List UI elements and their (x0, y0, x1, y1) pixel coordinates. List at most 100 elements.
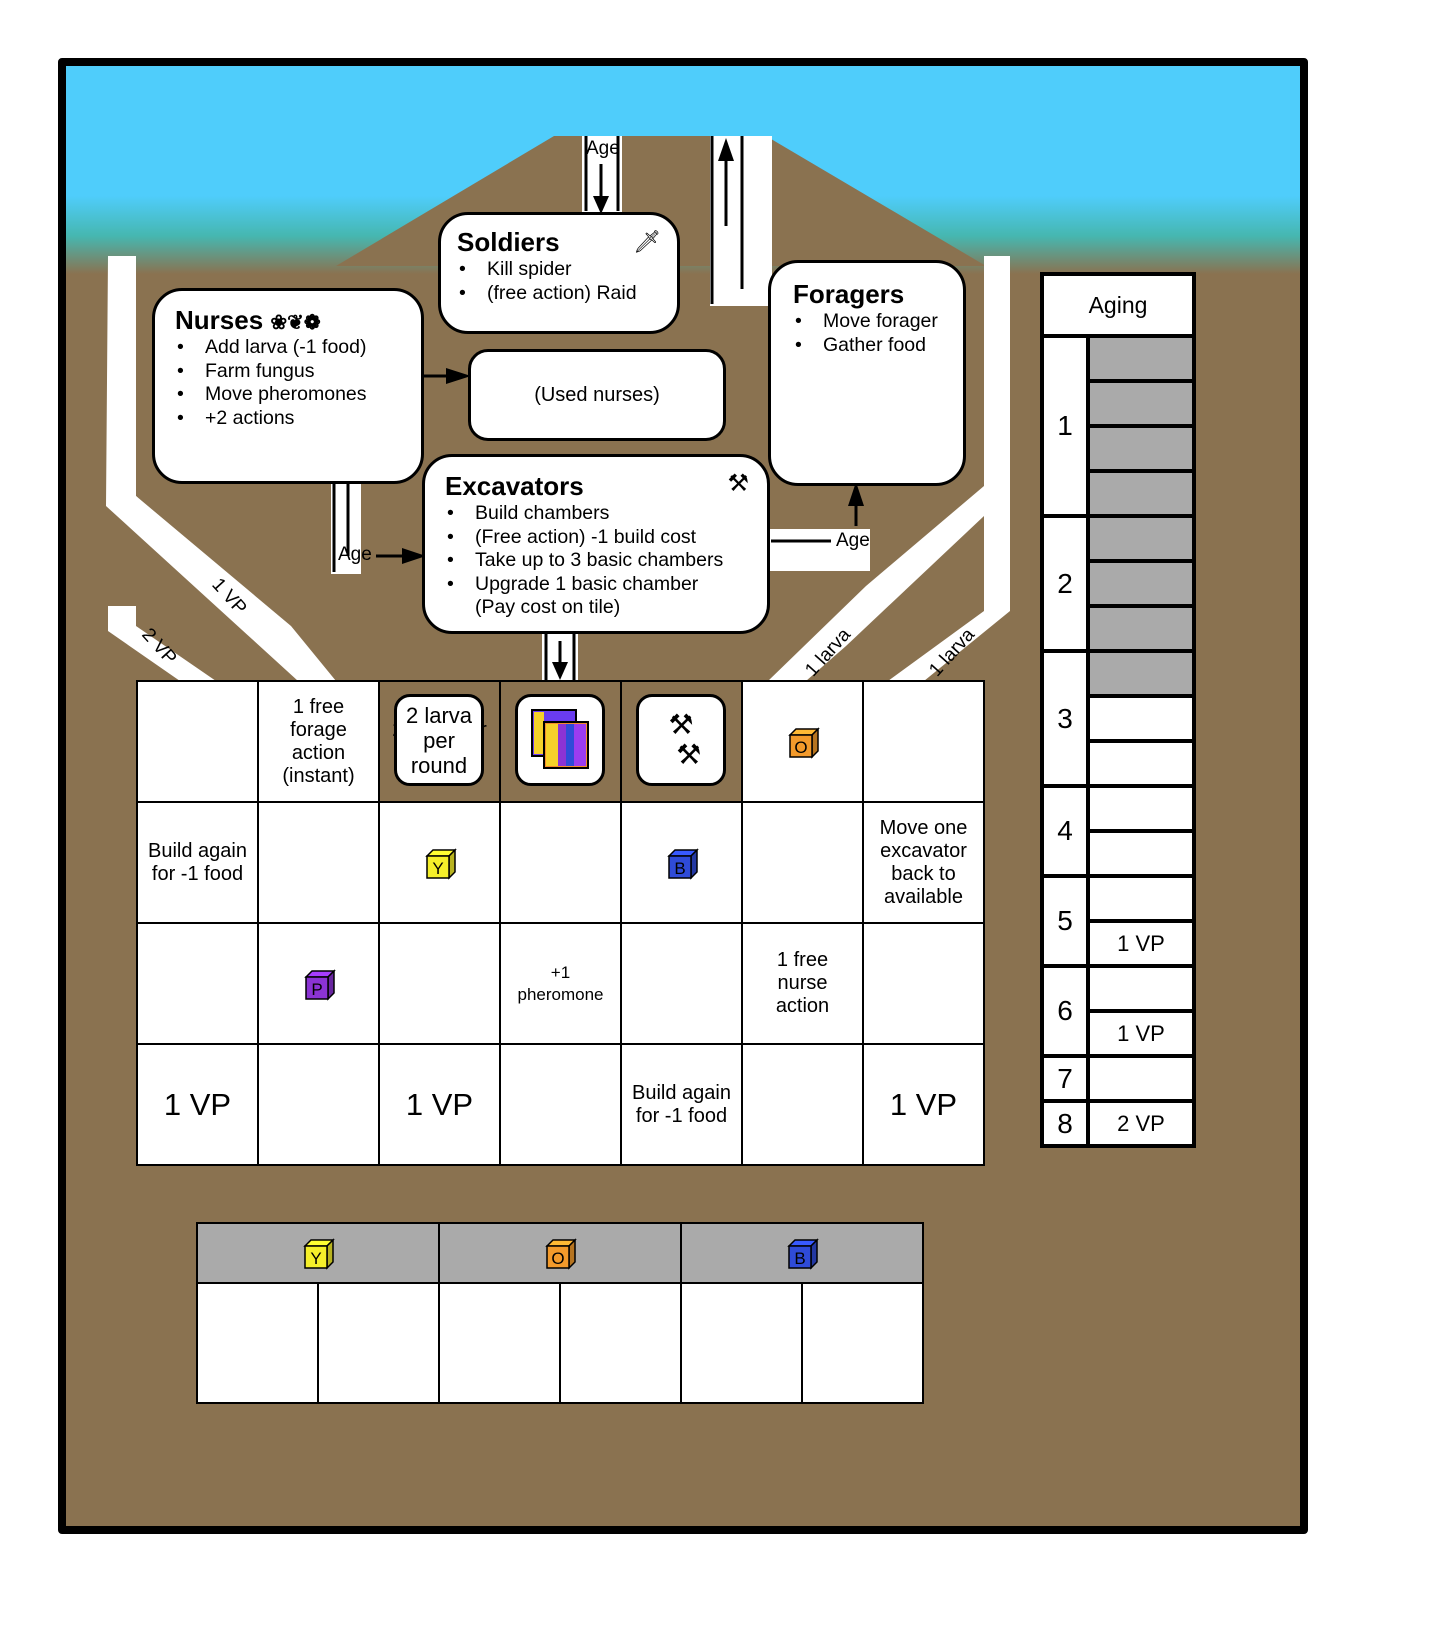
aging-slot[interactable] (1086, 424, 1196, 473)
excavators-item: (Free action) -1 build cost (445, 526, 747, 550)
chamber-tile[interactable]: 1 free nurse action (741, 922, 864, 1045)
storage-slot[interactable] (559, 1282, 682, 1404)
aging-number: 6 (1057, 995, 1073, 1026)
chamber-tile[interactable] (378, 922, 501, 1045)
aging-slot[interactable] (1086, 469, 1196, 518)
svg-text:B: B (794, 1249, 805, 1268)
chamber-tile[interactable]: B (620, 801, 743, 924)
tile-text: 1 free forage action (instant) (282, 695, 355, 787)
svg-text:B: B (674, 859, 685, 878)
chamber-tile[interactable] (257, 801, 380, 924)
yellow-cube-icon: Y (424, 847, 457, 880)
fungus-icon: ❀❦❁ (270, 312, 321, 334)
aging-slot[interactable] (1086, 964, 1196, 1013)
aging-slot[interactable] (1086, 379, 1196, 428)
aging-slot[interactable] (1086, 739, 1196, 788)
excavator-tile[interactable]: ⚒ ⚒ (636, 694, 726, 786)
foragers-box: Foragers Move forager Gather food (768, 260, 966, 486)
yellow-cube-icon: Y (303, 1238, 335, 1270)
chamber-tile[interactable]: 1 VP (862, 1043, 985, 1166)
chamber-tile[interactable]: 1 VP (378, 1043, 501, 1166)
aging-slot[interactable] (1086, 604, 1196, 653)
storage-header: B (680, 1222, 924, 1284)
soldiers-title: Soldiers (457, 227, 560, 257)
aging-slot[interactable] (1086, 874, 1196, 923)
nurses-item: +2 actions (175, 407, 401, 431)
blue-cube-icon: B (666, 847, 699, 880)
chamber-tile[interactable]: Build again for -1 food (620, 1043, 743, 1166)
aging-number: 8 (1057, 1107, 1073, 1139)
pheromone-tile[interactable] (515, 694, 605, 786)
chamber-tile[interactable] (741, 1043, 864, 1166)
chamber-grid: 1 free forage action (instant) 2 larva pe… (136, 680, 985, 1166)
aging-slot[interactable] (1086, 514, 1196, 563)
soldiers-item: Kill spider (457, 258, 661, 282)
chamber-tile[interactable] (499, 1043, 622, 1166)
storage-slot[interactable] (438, 1282, 561, 1404)
tile-text: Build again for -1 food (148, 839, 247, 885)
aging-number-cell: 3 (1040, 649, 1090, 788)
storage-slot[interactable] (317, 1282, 440, 1404)
tile-text: 1 free nurse action (775, 949, 830, 1017)
chamber-tile[interactable] (136, 922, 259, 1045)
orange-cube-icon: O (787, 726, 820, 759)
chamber-tile[interactable]: P (257, 922, 380, 1045)
aging-number-cell: 2 (1040, 514, 1090, 653)
aging-slot[interactable]: 2 VP (1086, 1099, 1196, 1148)
chamber-tile[interactable] (499, 801, 622, 924)
aging-number: 3 (1057, 702, 1073, 734)
aging-number-cell: 6 (1040, 964, 1090, 1058)
foragers-item: Move forager (793, 310, 941, 334)
aging-slot[interactable] (1086, 694, 1196, 743)
aging-slot[interactable] (1086, 334, 1196, 383)
used-nurses-box: (Used nurses) (468, 349, 726, 441)
tile-text: 2 larva per round (405, 702, 473, 778)
svg-text:Y: Y (310, 1249, 321, 1268)
aging-slot[interactable] (1086, 559, 1196, 608)
chamber-tile[interactable]: O (741, 680, 864, 803)
age-label-left: Age (338, 544, 372, 565)
aging-slot[interactable] (1086, 784, 1196, 833)
purple-cube-icon: P (303, 968, 336, 1001)
aging-slot[interactable] (1086, 649, 1196, 698)
aging-title: Aging (1040, 272, 1196, 338)
aging-slot[interactable]: 1 VP (1086, 1009, 1196, 1058)
storage-slot[interactable] (680, 1282, 803, 1404)
chamber-tile[interactable] (862, 922, 985, 1045)
aging-vp: 1 VP (1117, 930, 1165, 956)
chamber-tile[interactable] (136, 680, 259, 803)
aging-number-cell: 7 (1040, 1054, 1090, 1103)
excavators-item: Take up to 3 basic chambers (445, 549, 747, 573)
chamber-tile[interactable]: +1 pheromone (499, 922, 622, 1045)
chamber-tile[interactable]: Y (378, 801, 501, 924)
chamber-tile[interactable] (862, 680, 985, 803)
chamber-tile[interactable]: 1 free forage action (instant) (257, 680, 380, 803)
chamber-tile[interactable]: Build again for -1 food (136, 801, 259, 924)
chamber-tile[interactable] (620, 922, 743, 1045)
larva-tile[interactable]: 2 larva per round (394, 694, 484, 786)
svg-text:P: P (311, 980, 322, 999)
aging-slot[interactable] (1086, 1054, 1196, 1103)
shovel-pick-icon: ⚒ (727, 470, 749, 497)
aging-number: 1 (1057, 410, 1073, 441)
tile-text: 1 VP (163, 1087, 232, 1122)
chamber-tile[interactable]: Move one excavator back to available (862, 801, 985, 924)
nurses-item: Farm fungus (175, 360, 401, 384)
storage-slot[interactable] (801, 1282, 924, 1404)
nurses-box: Nurses ❀❦❁ Add larva (-1 food) Farm fung… (152, 288, 424, 484)
chamber-tile[interactable] (257, 1043, 380, 1166)
excavators-item: (Pay cost on tile) (475, 596, 621, 618)
storage-slot[interactable] (196, 1282, 319, 1404)
tile-text: Build again for -1 food (632, 1081, 731, 1127)
chamber-tile[interactable]: 1 VP (136, 1043, 259, 1166)
orange-cube-icon: O (545, 1238, 577, 1270)
aging-number-cell: 1 (1040, 334, 1090, 518)
aging-slot[interactable]: 1 VP (1086, 919, 1196, 968)
aging-number: 5 (1057, 905, 1073, 936)
nurses-title: Nurses ❀❦❁ (175, 305, 401, 336)
nurses-item: Add larva (-1 food) (175, 336, 401, 360)
aging-vp: 2 VP (1117, 1110, 1165, 1136)
aging-slot[interactable] (1086, 829, 1196, 878)
chamber-tile[interactable] (741, 801, 864, 924)
